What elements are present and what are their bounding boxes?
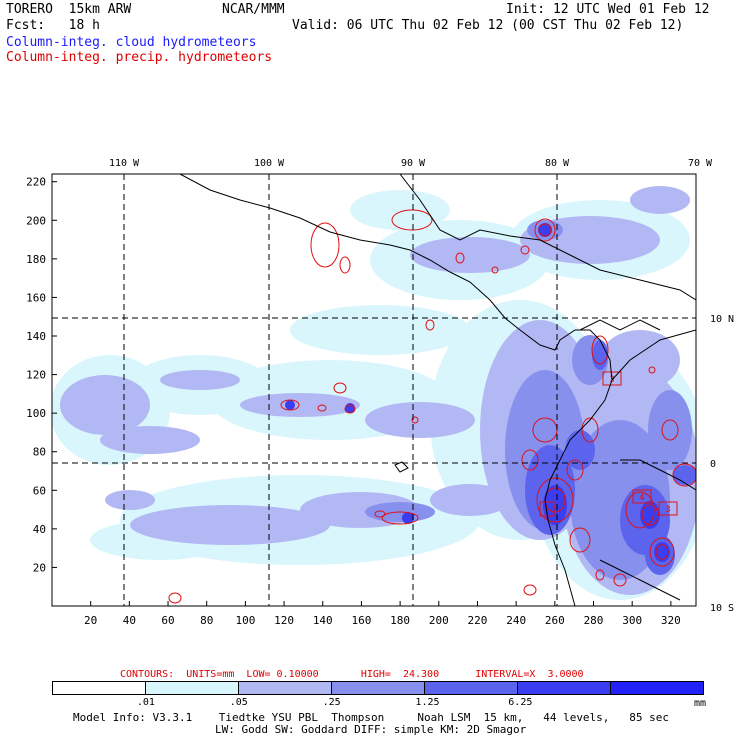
x-tick-label: 60	[161, 614, 174, 627]
y-tick-label: 180	[26, 253, 46, 266]
y-tick-label: 140	[26, 330, 46, 343]
model-title: TORERO 15km ARW	[6, 2, 132, 17]
contour-info: CONTOURS: UNITS=mm LOW= 0.10000 HIGH= 24…	[120, 669, 584, 680]
color-scale-segment	[610, 682, 703, 694]
x-axis-ticks: 20 40 60 80 100 120 140 160 180 200 220 240 260 280 30…	[84, 601, 681, 627]
graticule	[52, 174, 696, 606]
x-tick-label: 220	[468, 614, 488, 627]
model-info-line2: LW: Godd SW: Goddard DIFF: simple KM: 2D…	[215, 723, 527, 736]
y-axis-ticks: 20 40 60 80 100 120 140 160 180 200 220	[26, 176, 57, 574]
field-title-precip: Column-integ. precip. hydrometeors	[6, 50, 273, 65]
color-scale-segment	[424, 682, 517, 694]
y-tick-label: 120	[26, 369, 46, 382]
field-layer: 3 4 3	[52, 174, 696, 606]
forecast-hour: Fcst: 18 h	[6, 18, 100, 33]
x-tick-label: 100	[235, 614, 255, 627]
model-info-line1: Model Info: V3.3.1 Tiedtke YSU PBL Thomp…	[73, 711, 670, 724]
precip-contours	[168, 209, 696, 604]
x-tick-label: 260	[545, 614, 565, 627]
color-scale-tick-label: 6.25	[508, 697, 533, 708]
color-scale-tick-label: .05	[229, 697, 248, 708]
lat-label-10s: 10 S	[710, 603, 734, 614]
cloud-level5	[285, 223, 670, 562]
coastlines	[179, 174, 696, 606]
y-tick-label: 220	[26, 176, 46, 189]
x-tick-label: 160	[351, 614, 371, 627]
field-title-cloud: Column-integ. cloud hydrometeors	[6, 35, 257, 50]
color-scale-tick-label: .25	[322, 697, 341, 708]
map-frame	[51, 173, 697, 607]
x-tick-label: 300	[622, 614, 642, 627]
lon-label-110w: 110 W	[109, 158, 140, 169]
lon-label-100w: 100 W	[254, 158, 285, 169]
lon-label-80w: 80 W	[545, 158, 570, 169]
y-tick-label: 80	[33, 446, 46, 459]
init-time: Init: 12 UTC Wed 01 Feb 12	[506, 2, 710, 17]
color-scale-segment	[517, 682, 610, 694]
storm-label-3: 3	[665, 505, 670, 515]
lon-label-70w: 70 W	[688, 158, 713, 169]
color-scale-tick-label: 1.25	[415, 697, 440, 708]
color-scale-bar	[52, 681, 704, 695]
color-scale-tick-label: .01	[136, 697, 155, 708]
color-scale-unit: mm	[694, 698, 707, 709]
color-scale-segment	[331, 682, 424, 694]
x-tick-label: 80	[200, 614, 213, 627]
y-tick-label: 60	[33, 484, 46, 497]
y-tick-label: 160	[26, 291, 46, 304]
x-tick-label: 240	[506, 614, 526, 627]
y-tick-label: 100	[26, 407, 46, 420]
valid-time: Valid: 06 UTC Thu 02 Feb 12 (00 CST Thu …	[292, 18, 684, 33]
x-tick-label: 320	[661, 614, 681, 627]
x-tick-label: 40	[123, 614, 136, 627]
x-tick-label: 120	[274, 614, 294, 627]
lon-label-90w: 90 W	[401, 158, 426, 169]
x-tick-label: 280	[584, 614, 604, 627]
color-scale-segment	[53, 682, 145, 694]
x-tick-label: 20	[84, 614, 97, 627]
storm-label-2: 4	[639, 493, 644, 503]
organization-label: NCAR/MMM	[222, 2, 285, 17]
y-tick-label: 200	[26, 214, 46, 227]
y-tick-label: 40	[33, 523, 46, 536]
y-tick-label: 20	[33, 561, 46, 574]
lat-label-0: 0	[710, 459, 716, 470]
x-tick-label: 180	[390, 614, 410, 627]
color-scale-labels: .01 .05 .25 1.25 6.25	[52, 697, 702, 709]
x-tick-label: 200	[429, 614, 449, 627]
x-tick-label: 140	[313, 614, 333, 627]
color-scale-segment	[238, 682, 331, 694]
color-scale-segment	[145, 682, 238, 694]
lat-label-10n: 10 N	[710, 314, 734, 325]
